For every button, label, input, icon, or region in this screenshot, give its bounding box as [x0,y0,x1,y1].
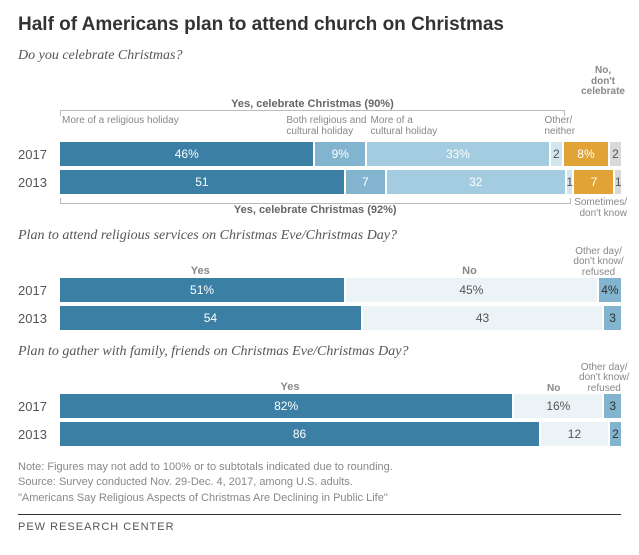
q1-seg: 51 [60,170,344,194]
q2-hdr-label: Yes [191,266,210,278]
q2-seg: 3 [604,306,621,330]
q2-row-2013: 201354433 [18,306,621,330]
q3-question: Plan to gather with family, friends on C… [18,344,621,360]
q1-cat-label: Both religious and cultural holiday [284,116,379,137]
footer-org: PEW RESEARCH CENTER [18,514,621,533]
footer-ref: "Americans Say Religious Aspects of Chri… [18,491,621,506]
q2-year-2013: 2013 [18,311,60,326]
q2-section: Plan to attend religious services on Chr… [18,228,621,330]
q3-seg: 12 [541,422,608,446]
q2-question: Plan to attend religious services on Chr… [18,228,621,244]
q1-seg: 7 [346,170,385,194]
q1-section: Do you celebrate Christmas? No, don't ce… [18,48,621,214]
q2-seg: 54 [60,306,361,330]
footer-note: Note: Figures may not add to 100% or to … [18,460,621,475]
q3-row-2013: 201386122 [18,422,621,446]
q1-seg: 1 [615,170,621,194]
q3-hdr-label: Other day/ don't know/ refused [579,363,629,395]
q1-top-bracket-label: Yes, celebrate Christmas (90%) [227,98,398,110]
q2-hdr-label: No [462,266,477,278]
q2-year-2017: 2017 [18,283,60,298]
q1-no-celebrate-label: No, don't celebrate [581,66,625,98]
q1-row-2017: 201746%9%33%28%2 [18,142,621,166]
q3-seg: 3 [604,394,621,418]
q1-row-2013: 201351732171 [18,170,621,194]
q2-seg: 45% [346,278,597,302]
q3-year-2017: 2017 [18,399,60,414]
q1-sometimes-label: Sometimes/ don't know [574,198,627,219]
q1-seg: 9% [315,142,365,166]
q1-seg: 32 [387,170,565,194]
q2-row-2017: 201751%45%4% [18,278,621,302]
q1-question: Do you celebrate Christmas? [18,48,621,64]
q2-seg: 51% [60,278,344,302]
q3-hdr-label: Yes [281,382,300,394]
q1-year-2017: 2017 [18,147,60,162]
chart-title: Half of Americans plan to attend church … [18,14,621,36]
q3-row-2017: 201782%16%3 [18,394,621,418]
q3-seg: 82% [60,394,512,418]
q3-hdr-label: No [547,384,560,395]
q2-hdr-label: Other day/ don't know/ refused [573,247,623,279]
q1-seg: 2 [610,142,621,166]
q1-seg: 2 [551,142,562,166]
q1-seg: 8% [564,142,608,166]
q3-year-2013: 2013 [18,427,60,442]
q1-year-2013: 2013 [18,175,60,190]
q2-seg: 43 [363,306,603,330]
q1-seg: 7 [574,170,613,194]
q1-seg: 33% [367,142,549,166]
q1-cat-label: Other/ neither [542,116,598,137]
footer-source: Source: Survey conducted Nov. 29-Dec. 4,… [18,475,621,490]
q3-seg: 2 [610,422,621,446]
q3-section: Plan to gather with family, friends on C… [18,344,621,446]
q3-seg: 16% [514,394,602,418]
q1-bot-bracket-label: Yes, celebrate Christmas (92%) [230,204,401,216]
q1-seg: 1 [567,170,573,194]
q2-seg: 4% [599,278,621,302]
q1-seg: 46% [60,142,313,166]
q3-seg: 86 [60,422,539,446]
chart-footer: Note: Figures may not add to 100% or to … [18,460,621,506]
